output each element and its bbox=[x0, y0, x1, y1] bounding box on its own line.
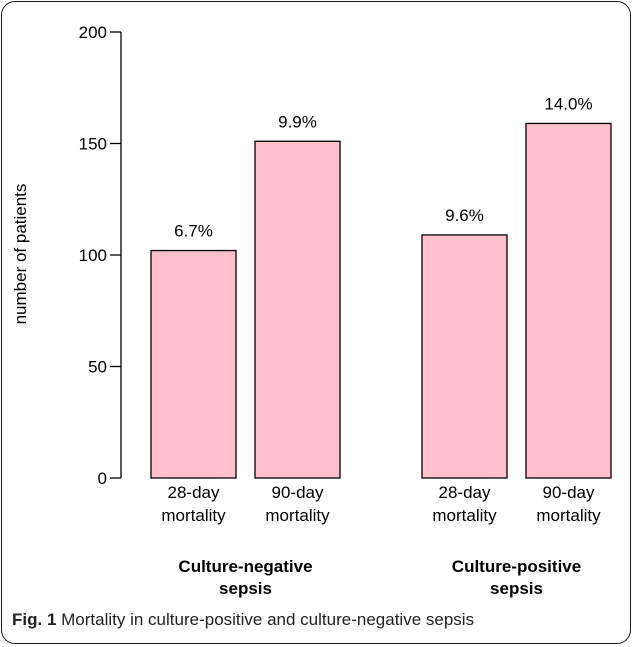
bars: 6.7% 9.9% 9.6% 14.0% bbox=[150, 94, 612, 479]
bar-g0-b1 bbox=[254, 140, 341, 479]
bar-g1-b1 bbox=[525, 122, 612, 479]
y-tick-label-0: 0 bbox=[98, 469, 107, 488]
y-axis: 0 50 100 150 200 bbox=[79, 23, 122, 488]
bar-label-g0-b1-l1: mortality bbox=[265, 506, 330, 525]
group-label-0-l0: Culture-negative bbox=[178, 557, 312, 576]
y-axis-label: number of patients bbox=[11, 184, 30, 325]
group-label-0-l1: sepsis bbox=[219, 579, 272, 598]
group-labels: Culture-negative sepsis Culture-positive se… bbox=[178, 557, 581, 598]
bar-label-g0-b0-l0: 28-day bbox=[168, 483, 220, 502]
bar-annotation-g0-b1: 9.9% bbox=[278, 112, 317, 131]
bar-annotation-g1-b1: 14.0% bbox=[544, 94, 592, 113]
bar-g0-b0 bbox=[150, 249, 237, 479]
bar-label-g1-b0-l0: 28-day bbox=[439, 483, 491, 502]
bar-label-g0-b0-l1: mortality bbox=[161, 506, 226, 525]
x-axis-labels: 28-day mortality 90-day mortality 28-day mort… bbox=[161, 483, 601, 525]
group-label-1-l0: Culture-positive bbox=[452, 557, 581, 576]
bar-annotation-g0-b0: 6.7% bbox=[174, 222, 213, 241]
y-tick-label-150: 150 bbox=[79, 135, 107, 154]
bar-label-g1-b1-l1: mortality bbox=[536, 506, 601, 525]
y-tick-label-100: 100 bbox=[79, 246, 107, 265]
bar-annotation-g1-b0: 9.6% bbox=[445, 206, 484, 225]
bar-label-g0-b1-l0: 90-day bbox=[272, 483, 324, 502]
bar-label-g1-b1-l0: 90-day bbox=[543, 483, 595, 502]
bar-g1-b0 bbox=[421, 234, 508, 479]
bar-label-g1-b0-l1: mortality bbox=[432, 506, 497, 525]
caption-text: Mortality in culture-positive and cultur… bbox=[61, 610, 475, 629]
group-label-1-l1: sepsis bbox=[490, 579, 543, 598]
caption-label: Fig. 1 bbox=[12, 610, 57, 629]
y-tick-label-50: 50 bbox=[88, 358, 107, 377]
figure-caption: Fig. 1 Mortality in culture-positive and… bbox=[12, 610, 474, 630]
y-tick-label-200: 200 bbox=[79, 23, 107, 42]
